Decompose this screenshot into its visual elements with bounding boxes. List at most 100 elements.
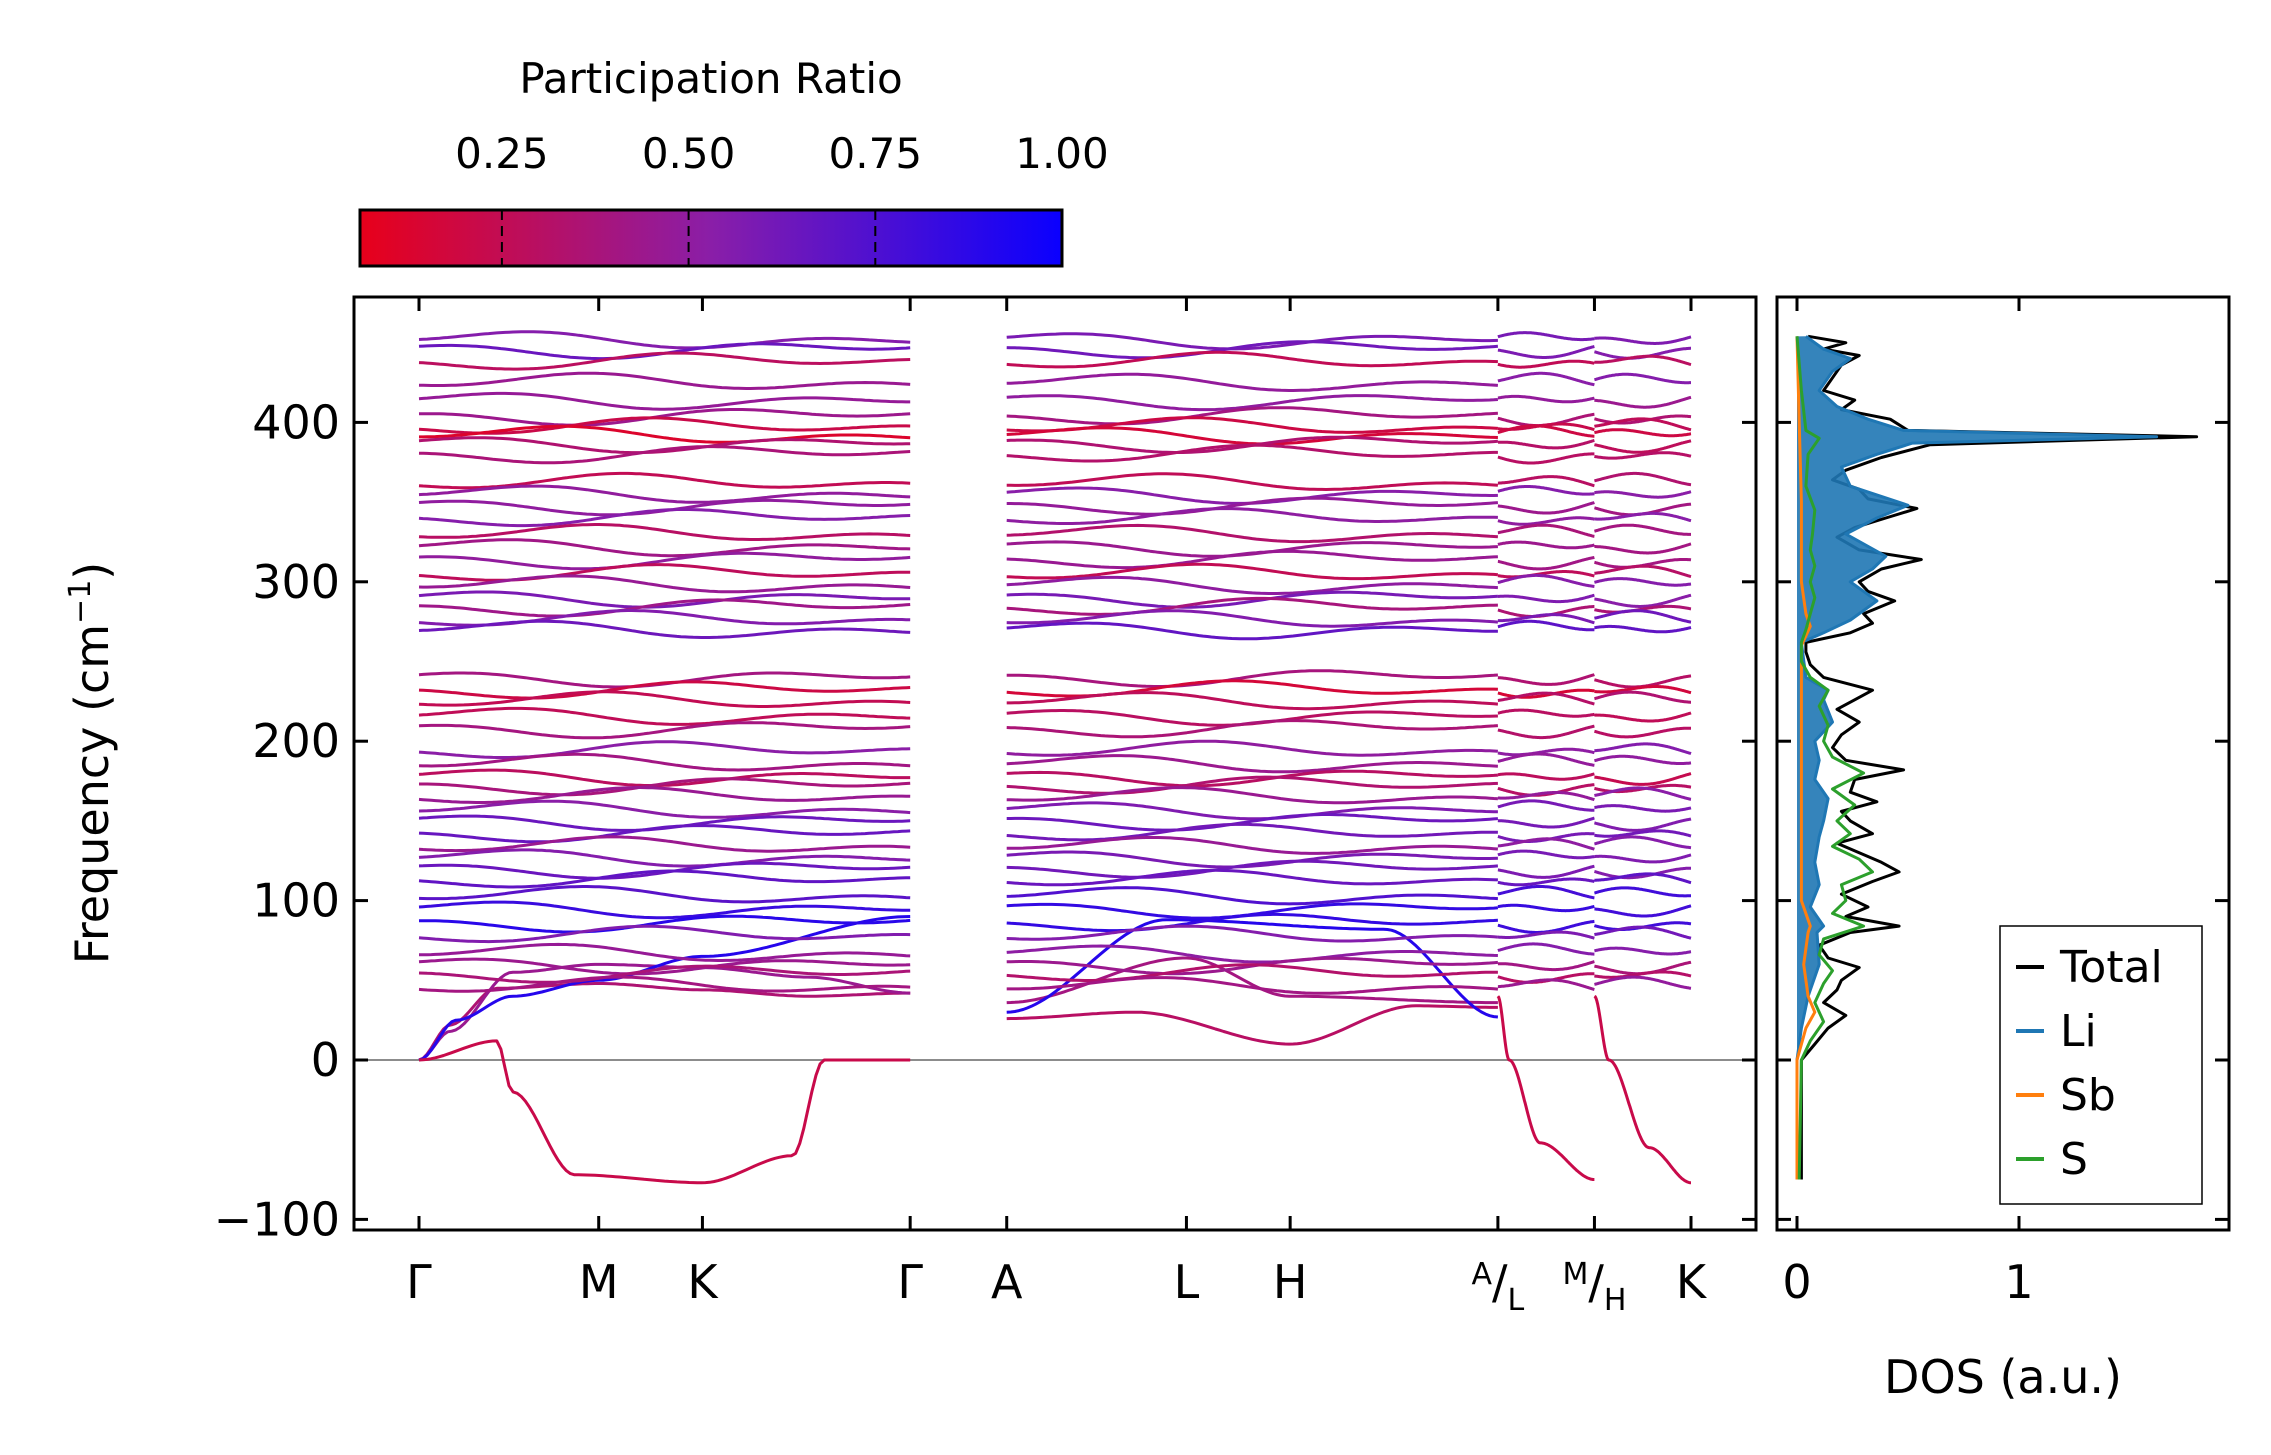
phonon-band <box>1497 452 1596 465</box>
y-axis-label-superscript: −1 <box>63 580 98 624</box>
phonon-band <box>1593 829 1692 838</box>
phonon-band <box>1593 886 1692 898</box>
phonon-band <box>1006 754 1498 774</box>
k-point-label: M <box>579 1255 619 1309</box>
phonon-band <box>1006 332 1498 351</box>
dos-line-li <box>1795 335 2159 1180</box>
phonon-band <box>1497 885 1596 900</box>
phonon-band <box>418 706 911 726</box>
phonon-band-imaginary <box>1496 995 1596 1181</box>
phonon-band <box>1006 886 1498 906</box>
phonon-band <box>1497 816 1596 829</box>
phonon-band <box>418 752 911 772</box>
phonon-band <box>1593 593 1692 608</box>
phonon-band <box>1006 496 1499 516</box>
phonon-band <box>1593 690 1692 704</box>
phonon-band <box>1497 394 1596 404</box>
phonon-band <box>1593 786 1692 801</box>
phonon-band <box>1497 752 1596 767</box>
phonon-band <box>1006 609 1499 628</box>
phonon-band <box>1006 426 1498 446</box>
phonon-band <box>1006 350 1498 369</box>
phonon-band <box>1006 719 1499 739</box>
phonon-band <box>1497 799 1596 812</box>
phonon-band <box>1593 726 1692 739</box>
legend-label: Li <box>2060 1006 2097 1057</box>
k-point-label: M/H <box>1562 1255 1626 1318</box>
phonon-band <box>418 416 911 435</box>
phonon-band <box>418 523 911 541</box>
phonon-band-acoustic <box>418 982 911 1062</box>
phonon-band <box>418 824 911 844</box>
y-tick-label: 300 <box>252 555 340 609</box>
phonon-band <box>1593 674 1692 689</box>
phonon-band <box>1006 944 1498 964</box>
phonon-band <box>1006 850 1498 869</box>
y-tick-label: 200 <box>252 714 340 768</box>
y-tick-label: −100 <box>214 1192 340 1246</box>
phonon-band <box>1593 564 1692 579</box>
dos-line-s <box>1795 336 1874 1180</box>
phonon-band <box>1006 621 1498 641</box>
legend-label: Total <box>2059 942 2163 993</box>
phonon-band <box>1006 596 1498 616</box>
legend-label: S <box>2060 1134 2088 1185</box>
phonon-band <box>1593 542 1692 555</box>
dos-fill-li <box>1797 336 2157 1180</box>
phonon-band <box>1497 345 1596 359</box>
phonon-band <box>1593 511 1692 523</box>
k-point-label: Γ <box>897 1255 923 1309</box>
dos-frame <box>1775 295 2231 1232</box>
phonon-band <box>418 484 911 504</box>
phonon-band <box>1497 791 1596 802</box>
phonon-band <box>1593 925 1692 940</box>
phonon-band <box>1497 540 1596 550</box>
y-axis-label-close: ) <box>65 562 119 580</box>
phonon-band <box>1006 691 1499 711</box>
phonon-band <box>1497 724 1596 740</box>
phonon-band <box>418 371 911 390</box>
phonon-band <box>1497 438 1596 450</box>
phonon-band-acoustic <box>418 915 911 1062</box>
k-point-label: K <box>687 1255 719 1309</box>
phonon-band <box>1593 428 1692 438</box>
phonon-band <box>1593 711 1692 723</box>
phonon-band <box>1593 904 1692 918</box>
dos-x-axis-label: DOS (a.u.) <box>1884 1350 2122 1404</box>
phonon-band <box>418 508 911 528</box>
phonon-band <box>418 330 911 350</box>
phonon-band <box>1497 673 1596 686</box>
k-point-label: L <box>1174 1255 1200 1309</box>
phonon-band <box>418 835 911 853</box>
colorbar-tick-label: 0.25 <box>455 129 549 178</box>
colorbar-tick-label: 0.75 <box>829 129 923 178</box>
phonon-band <box>1593 804 1692 813</box>
phonon-band <box>1497 978 1596 991</box>
phonon-band <box>1593 577 1692 587</box>
y-axis-label-main: Frequency (cm <box>65 624 119 964</box>
phonon-band <box>1497 475 1596 488</box>
phonon-band <box>418 690 911 708</box>
phonon-band <box>418 471 911 490</box>
dos-x-tick-label: 1 <box>2004 1255 2033 1309</box>
phonon-band <box>418 574 911 594</box>
phonon-band <box>1497 747 1596 757</box>
phonon-band <box>1497 849 1596 860</box>
phonon-band <box>1006 394 1499 412</box>
phonon-band <box>1497 864 1596 879</box>
phonon-band <box>1497 930 1596 940</box>
phonon-band <box>418 598 911 618</box>
phonon-band <box>1006 912 1498 933</box>
phonon-band <box>1006 372 1499 392</box>
phonon-band <box>1006 562 1499 581</box>
phonon-band <box>1006 786 1498 805</box>
y-tick-label: 0 <box>311 1033 340 1087</box>
phonon-band <box>1006 775 1498 795</box>
phonon-band <box>1006 416 1499 434</box>
phonon-band <box>1593 523 1692 536</box>
phonon-band <box>418 768 911 788</box>
phonon-band <box>1593 817 1692 832</box>
phonon-band <box>1497 960 1596 972</box>
phonon-band <box>1593 970 1692 979</box>
